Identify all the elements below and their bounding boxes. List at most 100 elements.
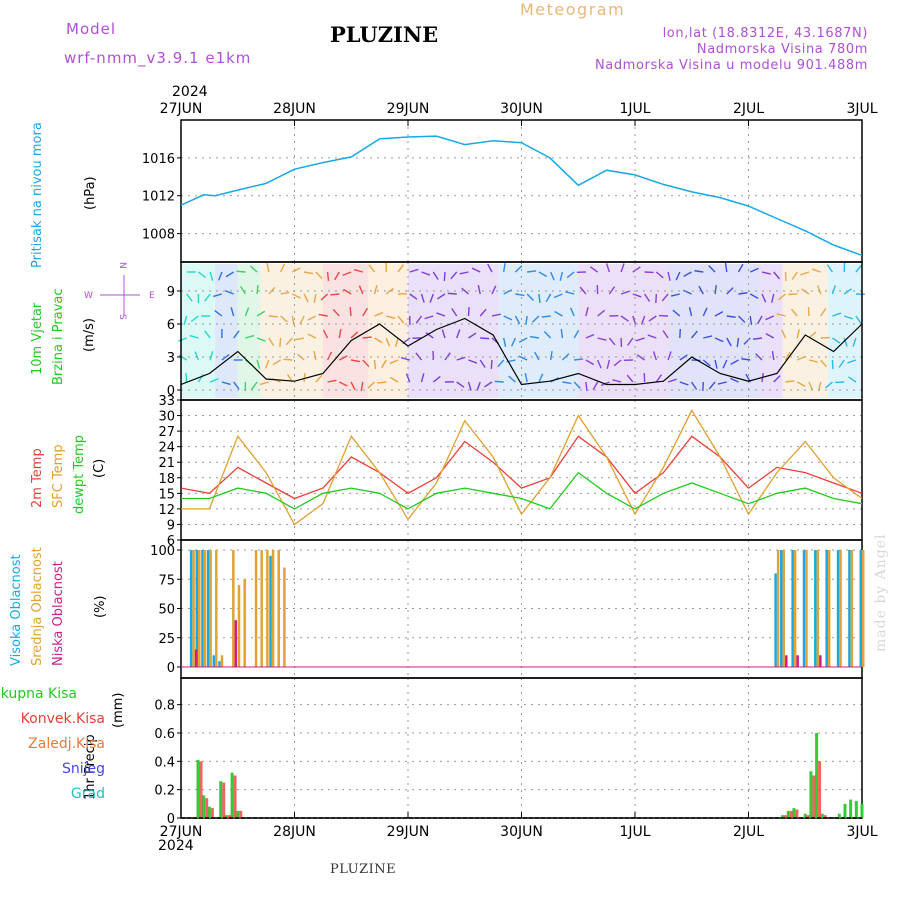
wind-arrow	[307, 333, 317, 339]
wind-arrow	[843, 337, 848, 347]
cloud-mid-bar	[805, 550, 808, 667]
wind-arrow	[702, 359, 711, 367]
y-tick-label: 0.2	[154, 784, 175, 799]
wind-arrow	[367, 381, 376, 389]
wind-arrow	[702, 307, 708, 317]
wind-arrow	[268, 337, 275, 347]
wind-arrow	[503, 315, 513, 321]
wind-arrow	[503, 263, 506, 273]
wind-arrow	[494, 380, 504, 383]
wind-arrow	[683, 271, 692, 277]
wind-arrow	[538, 271, 548, 278]
wind-arrow	[545, 293, 552, 303]
y-tick-label: 30	[158, 410, 175, 425]
precip-conv-bar	[239, 810, 243, 818]
wind-arrow	[479, 308, 487, 317]
wind-arrow	[781, 329, 787, 339]
wind-arrow	[765, 315, 775, 321]
wind-arrow	[714, 337, 724, 343]
compass-e: E	[149, 291, 155, 301]
wind-arrow	[303, 293, 309, 303]
model-altitude-info: Nadmorska Visina u modelu 901.488m	[594, 58, 868, 73]
wind-arrow	[585, 359, 595, 366]
wind-arrow	[415, 352, 423, 361]
wind-arrow	[477, 285, 481, 295]
x-tick-label-top: 3JUL	[846, 101, 877, 117]
y-tick-label: 9	[167, 518, 175, 533]
cloud-mid-bar	[827, 550, 831, 667]
wind-arrow	[773, 375, 781, 383]
wind-arrow	[785, 380, 795, 383]
wind-arrow	[526, 293, 534, 301]
wind-band	[782, 264, 828, 398]
y-tick-label: 0	[167, 812, 175, 827]
wind-arrow	[608, 337, 616, 346]
wind-arrow	[749, 267, 759, 273]
precip-conv-bar	[795, 809, 799, 818]
wind-arrow	[244, 307, 250, 317]
wind-arrow	[811, 268, 821, 273]
wind-band	[759, 264, 783, 398]
cloud-mid-bar	[220, 655, 224, 667]
wind-arrow	[585, 307, 589, 317]
wind-arrow	[714, 284, 717, 295]
wind-arrow	[313, 293, 317, 303]
precip-total-bar	[224, 815, 228, 818]
x-tick-label-bottom: 2JUL	[733, 824, 764, 840]
cloud-mid-bar	[254, 550, 258, 667]
precip-conv-bar	[199, 761, 203, 818]
wind-arrow	[385, 337, 391, 347]
wind-speed-line	[180, 317, 863, 386]
wind-arrow	[749, 293, 759, 299]
wind-arrow	[327, 379, 337, 383]
wind-arrow	[467, 306, 470, 317]
wind-arrow	[808, 381, 814, 391]
wind-arrow	[479, 359, 486, 368]
cloud-mid-bar	[215, 550, 218, 667]
cloud-high-bar	[836, 550, 840, 667]
wind-arrow	[415, 315, 423, 324]
wind-arrow	[421, 271, 431, 276]
wind-arrow	[362, 359, 370, 368]
wind-arrow	[218, 271, 223, 281]
wind-arrow	[213, 293, 223, 298]
wind-arrow	[698, 285, 704, 295]
wind-arrow	[510, 337, 517, 347]
wind-arrow	[538, 373, 544, 383]
wind-arrow	[471, 267, 481, 273]
wind-arrow	[326, 351, 333, 361]
wind-arrow	[573, 329, 580, 339]
wind-arrow	[714, 311, 724, 317]
wind-arrow	[597, 309, 606, 317]
cloud-mid-bar	[266, 550, 269, 667]
wind-arrow	[652, 351, 657, 361]
wind-arrow	[717, 381, 727, 385]
wind-arrow	[826, 264, 834, 273]
wind-arrow	[292, 267, 301, 273]
wind-arrow	[209, 271, 214, 281]
precip-conv-bar	[233, 775, 237, 818]
wind-arrow	[776, 313, 786, 317]
wind-arrow	[468, 332, 477, 339]
wind-arrow	[484, 381, 493, 388]
temp-dewpt-line	[181, 471, 863, 510]
wind-arrow	[432, 271, 439, 280]
wind-arrow	[790, 308, 798, 317]
precip-legend-conv: Konvek.Kisa	[20, 711, 105, 727]
wind-arrow	[186, 293, 193, 302]
wind-arrow	[679, 381, 689, 386]
wind-arrow	[808, 359, 818, 363]
wind-arrow	[326, 271, 330, 282]
wind-arrow	[796, 381, 806, 387]
wind-arrow	[722, 359, 728, 369]
wind-arrow	[225, 271, 235, 278]
wind-arrow	[256, 337, 266, 342]
compass-w: W	[84, 291, 93, 301]
wind-arrow	[189, 334, 199, 339]
wind-arrow	[303, 372, 306, 383]
wind-arrow	[342, 288, 352, 295]
wind-arrow	[514, 315, 521, 325]
precip-total-bar	[207, 806, 211, 818]
cloud-low-bar	[785, 655, 788, 667]
y-tick-label: 50	[158, 603, 175, 618]
